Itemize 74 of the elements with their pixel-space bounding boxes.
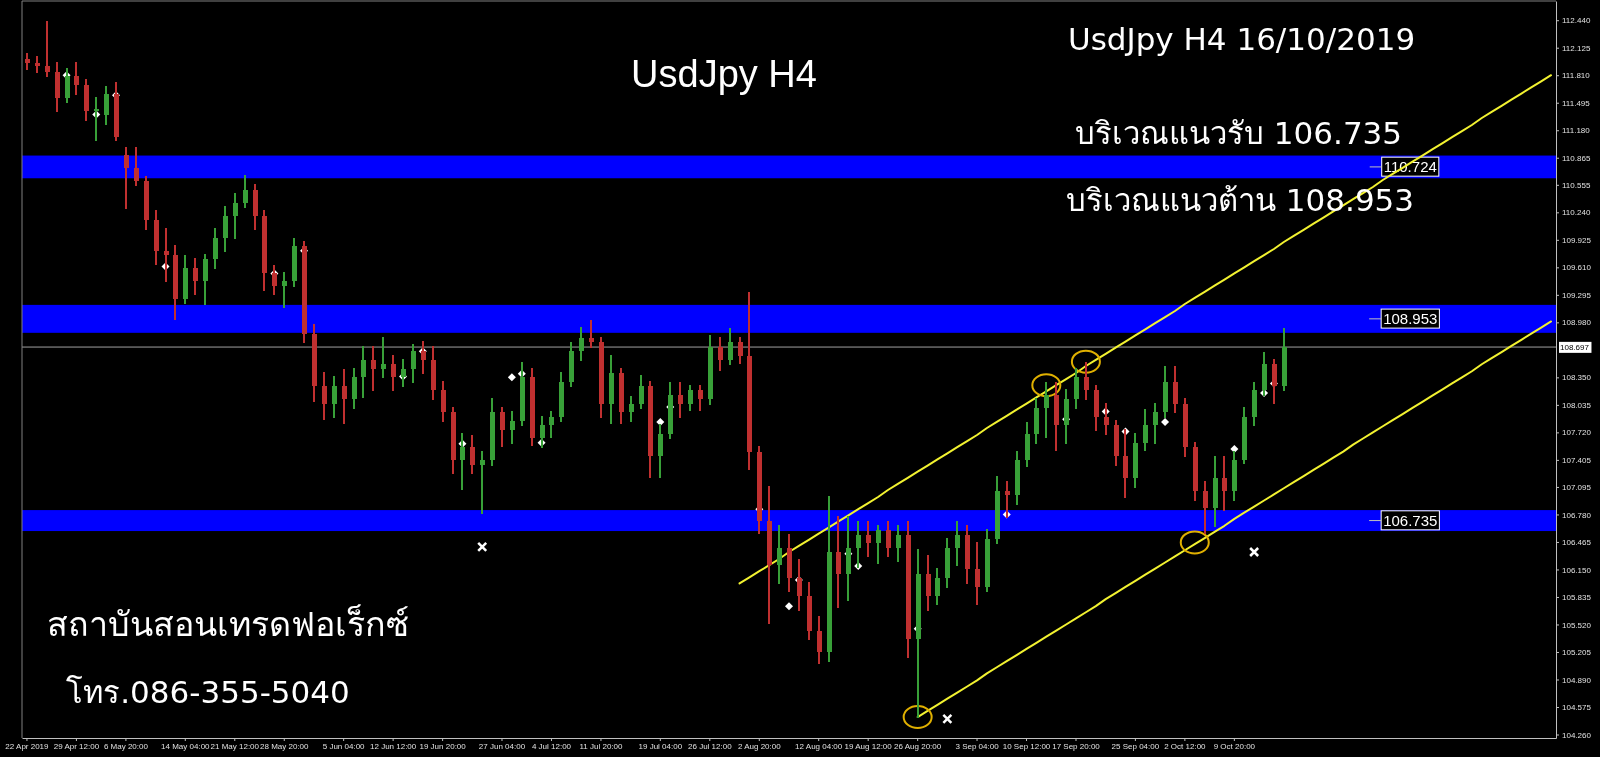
x-tick-label: 6 May 20:00: [103, 741, 149, 751]
x-tick-label: 17 Sep 20:00: [1052, 741, 1101, 751]
point: [1161, 417, 1170, 426]
y-tick-label: 110.240: [1562, 208, 1591, 218]
point: [507, 373, 516, 382]
annotation: สถาบันสอนเทรดฟอเร็กซ์: [47, 604, 409, 644]
x-tick-label: 26 Aug 20:00: [894, 741, 942, 751]
y-tick-label: 108.980: [1562, 318, 1592, 328]
annotation: โทร.086-355-5040: [66, 674, 350, 710]
y-tick-label: 107.095: [1562, 483, 1592, 493]
x-tick-label: 19 Aug 12:00: [844, 741, 893, 751]
y-tick-label: 110.865: [1562, 153, 1591, 163]
point: [476, 541, 488, 553]
y-tick-label: 109.295: [1562, 290, 1592, 300]
annotation: UsdJpy H4 16/10/2019: [1068, 21, 1416, 57]
x-tick-label: 29 Apr 12:00: [53, 741, 100, 751]
x-tick-label: 14 May 04:00: [161, 741, 211, 751]
x-tick-label: 4 Jul 12:00: [531, 741, 572, 751]
x-tick-label: 19 Jun 20:00: [419, 741, 467, 751]
x-tick-label: 12 Aug 04:00: [795, 741, 843, 751]
y-tick-label: 112.440: [1562, 16, 1591, 26]
x-tick-label: 25 Sep 04:00: [1111, 741, 1160, 751]
x-tick-label: 12 Jun 12:00: [370, 741, 417, 751]
y-tick-label: 110.555: [1562, 180, 1591, 190]
point: [1230, 444, 1239, 453]
candlestick: [380, 337, 386, 379]
y-tick-label: 106.150: [1562, 565, 1592, 575]
x-tick-label: 26 Jul 12:00: [688, 741, 733, 751]
point: [1070, 349, 1101, 374]
candlestick: [34, 55, 40, 73]
y-tick-label: 109.925: [1562, 235, 1592, 245]
x-tick-label: 28 May 20:00: [260, 741, 310, 751]
point: [785, 602, 793, 611]
y-tick-label: 111.180: [1562, 126, 1591, 136]
x-tick-label: 11 Jul 20:00: [579, 741, 624, 751]
y-tick-label: 107.405: [1562, 455, 1592, 465]
y-tick-label: 108.035: [1562, 400, 1592, 410]
y-tick-label: 109.610: [1562, 263, 1592, 273]
point: [656, 417, 665, 426]
ref-line-label: 108.697: [1560, 342, 1590, 352]
y-tick-label: 104.890: [1562, 675, 1592, 685]
y-tick-label: 105.205: [1562, 648, 1592, 658]
y-tick-label: 106.465: [1562, 538, 1592, 548]
x-tick-label: 2 Aug 20:00: [737, 741, 782, 751]
candlestick: [479, 450, 485, 514]
y-tick-label: 111.495: [1562, 98, 1591, 108]
y-tick-label: 108.350: [1562, 373, 1592, 383]
y-tick-label: 112.125: [1562, 43, 1591, 53]
y-tick-label: 105.835: [1562, 593, 1592, 603]
x-tick-label: 5 Jun 04:00: [322, 741, 366, 751]
x-tick-label: 2 Oct 12:00: [1164, 741, 1207, 751]
point: [1179, 530, 1210, 555]
x-tick-label: 3 Sep 04:00: [955, 741, 1000, 751]
y-tick-label: 104.260: [1562, 730, 1592, 740]
x-tick-label: 21 May 12:00: [210, 741, 260, 751]
x-tick-label: 9 Oct 20:00: [1213, 741, 1256, 751]
point: [942, 713, 953, 725]
candlestick: [44, 20, 50, 78]
point: [1248, 546, 1260, 558]
point: [902, 705, 933, 730]
point: [1031, 373, 1062, 398]
y-tick-label: 104.575: [1562, 703, 1592, 713]
annotation: บริเวณแนวรับ 106.735: [1075, 115, 1403, 151]
candlestick: [281, 271, 287, 308]
x-tick-label: 19 Jul 04:00: [638, 741, 683, 751]
y-tick-label: 106.780: [1562, 510, 1592, 520]
y-tick-label: 105.520: [1562, 620, 1592, 630]
x-tick-label: 22 Apr 2019: [5, 741, 50, 751]
x-tick-label: 27 Jun 04:00: [478, 741, 526, 751]
text: UsdJpy H4: [631, 53, 817, 95]
y-tick-label: 107.720: [1562, 428, 1592, 438]
y-tick-label: 111.810: [1562, 71, 1591, 81]
x-tick-label: 10 Sep 12:00: [1002, 741, 1051, 751]
band-label: 108.953: [1383, 310, 1438, 328]
